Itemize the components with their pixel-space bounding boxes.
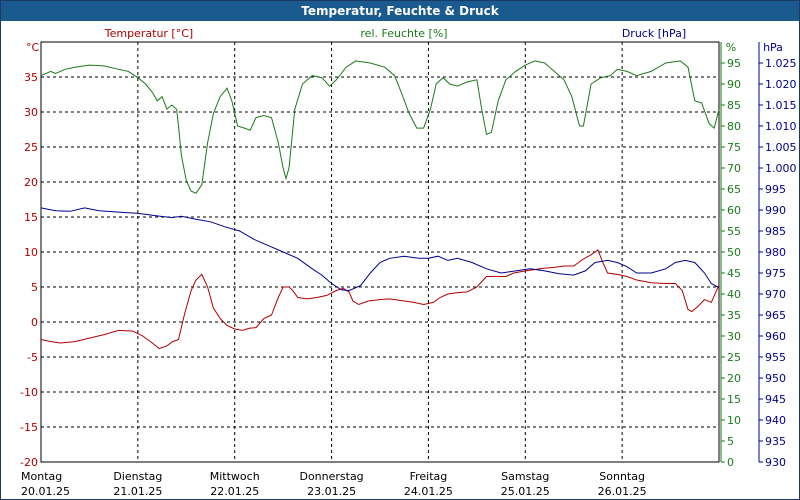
day-date-label: 25.01.25 [501, 485, 550, 498]
humidity-tick-label: 80 [727, 120, 741, 133]
day-name-label: Mittwoch [210, 470, 260, 483]
pressure-tick-label: 955 [765, 351, 786, 364]
temperature-series-line [40, 249, 720, 350]
day-name-label: Sonntag [599, 470, 645, 483]
humidity-tick-label: 5 [727, 435, 734, 448]
humidity-tick-label: 85 [727, 99, 741, 112]
temperature-tick-label: -20 [20, 456, 38, 469]
temperature-tick-label: 20 [24, 176, 38, 189]
day-name-label: Donnerstag [299, 470, 363, 483]
pressure-tick-label: 1.015 [765, 99, 797, 112]
humidity-tick-label: 0 [727, 456, 734, 469]
humidity-tick-label: 15 [727, 393, 741, 406]
temperature-unit-label: °C [26, 41, 40, 54]
humidity-tick-label: 95 [727, 57, 741, 70]
temperature-tick-label: -5 [27, 351, 38, 364]
pressure-tick-label: 1.000 [765, 162, 797, 175]
day-name-label: Dienstag [113, 470, 162, 483]
humidity-unit-label: % [726, 41, 736, 54]
day-date-label: 24.01.25 [404, 485, 453, 498]
day-date-label: 21.01.25 [113, 485, 162, 498]
humidity-tick-label: 30 [727, 330, 741, 343]
humidity-axis-label: rel. Feuchte [%] [360, 27, 447, 40]
humidity-tick-label: 65 [727, 183, 741, 196]
temperature-tick-label: 0 [31, 316, 38, 329]
humidity-tick-label: 90 [727, 78, 741, 91]
pressure-axis-label: Druck [hPa] [622, 27, 686, 40]
temperature-tick-label: 15 [24, 211, 38, 224]
day-date-label: 22.01.25 [210, 485, 259, 498]
pressure-tick-label: 965 [765, 309, 786, 322]
pressure-tick-label: 970 [765, 288, 786, 301]
pressure-tick-label: 1.005 [765, 141, 797, 154]
temperature-tick-label: 25 [24, 141, 38, 154]
chart-title: Temperatur, Feuchte & Druck [1, 1, 799, 21]
temperature-tick-label: -15 [20, 421, 38, 434]
pressure-tick-label: 950 [765, 372, 786, 385]
temperature-tick-label: 30 [24, 106, 38, 119]
humidity-tick-label: 75 [727, 141, 741, 154]
pressure-tick-label: 995 [765, 183, 786, 196]
humidity-tick-label: 50 [727, 246, 741, 259]
grid-lines [40, 41, 720, 463]
humidity-series-line [40, 60, 720, 194]
pressure-series-line [40, 207, 720, 292]
pressure-tick-label: 930 [765, 456, 786, 469]
pressure-tick-label: 990 [765, 204, 786, 217]
humidity-tick-label: 25 [727, 351, 741, 364]
pressure-tick-label: 980 [765, 246, 786, 259]
humidity-tick-label: 10 [727, 414, 741, 427]
temperature-tick-label: 10 [24, 246, 38, 259]
temperature-tick-label: 5 [31, 281, 38, 294]
pressure-tick-label: 1.010 [765, 120, 797, 133]
day-date-label: 23.01.25 [307, 485, 356, 498]
pressure-tick-label: 940 [765, 414, 786, 427]
humidity-tick-label: 70 [727, 162, 741, 175]
temperature-axis-label: Temperatur [°C] [104, 27, 193, 40]
day-date-label: 20.01.25 [21, 485, 70, 498]
pressure-unit-label: hPa [763, 41, 783, 54]
pressure-tick-label: 1.025 [765, 57, 797, 70]
day-name-label: Montag [21, 470, 62, 483]
humidity-tick-label: 55 [727, 225, 741, 238]
pressure-tick-label: 960 [765, 330, 786, 343]
plot-frame [40, 41, 720, 463]
pressure-tick-label: 945 [765, 393, 786, 406]
temperature-tick-label: 35 [24, 71, 38, 84]
pressure-tick-label: 1.020 [765, 78, 797, 91]
day-name-label: Samstag [501, 470, 549, 483]
day-date-label: 26.01.25 [598, 485, 647, 498]
humidity-tick-label: 60 [727, 204, 741, 217]
humidity-tick-label: 35 [727, 309, 741, 322]
day-name-label: Freitag [410, 470, 448, 483]
humidity-tick-label: 40 [727, 288, 741, 301]
humidity-tick-label: 20 [727, 372, 741, 385]
pressure-tick-label: 935 [765, 435, 786, 448]
humidity-tick-label: 45 [727, 267, 741, 280]
pressure-tick-label: 975 [765, 267, 786, 280]
temperature-tick-label: -10 [20, 386, 38, 399]
pressure-tick-label: 985 [765, 225, 786, 238]
